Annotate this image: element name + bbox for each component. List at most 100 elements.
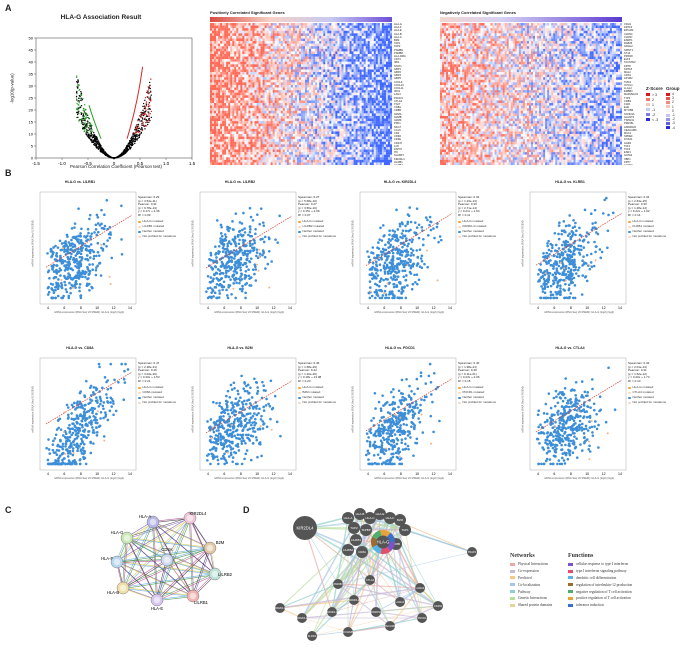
heatmap-cell: [365, 30, 368, 34]
heatmap-cell: [347, 82, 350, 86]
heatmap-cell: [301, 72, 304, 75]
heatmap-cell: [266, 84, 269, 88]
heatmap-cell: [276, 100, 279, 104]
heatmap-cell: [220, 87, 223, 91]
heatmap-cell: [363, 33, 366, 37]
heatmap-cell: [282, 110, 285, 114]
heatmap-cell: [361, 87, 364, 91]
heatmap-cell: [250, 126, 253, 129]
heatmap-cell: [212, 23, 215, 26]
heatmap-cell: [305, 46, 308, 49]
heatmap-cell: [327, 38, 330, 42]
volcano-point: [89, 123, 91, 125]
heatmap-cell: [258, 84, 261, 88]
heatmap-cell: [365, 35, 368, 39]
heatmap-cell: [234, 136, 237, 140]
heatmap-cell: [226, 90, 229, 93]
heatmap-cell: [296, 35, 300, 39]
heatmap-cell: [224, 61, 227, 65]
heatmap-cell: [212, 64, 215, 67]
heatmap-cell: [375, 103, 378, 106]
heatmap-cell: [284, 23, 287, 26]
volcano-point: [76, 111, 78, 114]
heatmap-cell: [290, 53, 294, 57]
heatmap-cell: [286, 128, 289, 132]
heatmap-cell: [228, 69, 231, 73]
heatmap-cell: [234, 59, 237, 62]
heatmap-cell: [363, 134, 366, 137]
heatmap-cell: [248, 77, 251, 80]
heatmap-cell: [355, 30, 358, 34]
heatmap-cell: [278, 56, 281, 60]
heatmap-cell: [323, 118, 326, 122]
volcano-point: [137, 137, 139, 139]
heatmap-cell: [329, 118, 332, 122]
heatmap-cell: [301, 97, 304, 101]
heatmap-cell: [242, 61, 245, 65]
heatmap-cell: [377, 56, 380, 60]
heatmap-cell: [238, 95, 241, 98]
heatmap-cell: [359, 123, 362, 127]
heatmap-cell: [276, 61, 279, 65]
heatmap-cell: [210, 110, 213, 114]
heatmap-cell: [321, 90, 324, 93]
heatmap-cell: [349, 82, 352, 86]
volcano-point: [91, 141, 93, 144]
volcano-point: [145, 103, 148, 106]
heatmap-cell: [224, 139, 227, 142]
heatmap-cell: [254, 103, 257, 106]
heatmap-cell: [303, 118, 306, 122]
volcano-point: [78, 120, 80, 122]
heatmap-cell: [355, 100, 358, 104]
heatmap-cell: [301, 56, 304, 60]
heatmap-cell: [292, 92, 296, 96]
heatmap-cell: [216, 92, 219, 96]
heatmap-cell: [232, 38, 235, 42]
heatmap-cell: [305, 35, 308, 39]
heatmap-cell: [214, 72, 217, 75]
heatmap-cell: [351, 87, 354, 91]
heatmap-cell: [337, 77, 340, 80]
volcano-point: [139, 133, 141, 135]
heatmap-cell: [373, 35, 376, 39]
volcano-point: [88, 127, 90, 129]
heatmap-cell: [254, 25, 257, 29]
heatmap-cell: [351, 84, 354, 88]
heatmap-cell: [301, 131, 304, 135]
heatmap-cell: [294, 56, 298, 60]
heatmap-cell: [234, 41, 237, 44]
heatmap-cell: [228, 92, 231, 96]
heatmap-cell: [335, 69, 338, 73]
heatmap-cell: [373, 108, 376, 111]
heatmap-cell: [341, 115, 344, 119]
heatmap-cell: [288, 77, 291, 80]
heatmap-cell: [337, 46, 340, 49]
heatmap-cell: [262, 72, 265, 75]
heatmap-cell: [381, 105, 385, 109]
heatmap-cell: [286, 43, 289, 47]
heatmap-cell: [212, 108, 215, 111]
heatmap-cell: [274, 115, 277, 119]
heatmap-cell: [341, 48, 344, 52]
heatmap-cell: [317, 90, 320, 93]
heatmap-cell: [264, 108, 267, 111]
heatmap-cell: [343, 41, 346, 44]
heatmap-cell: [371, 66, 374, 70]
heatmap-cell: [313, 66, 316, 70]
heatmap-cell: [327, 72, 330, 75]
heatmap-cell: [333, 74, 336, 78]
heatmap-cell: [341, 35, 344, 39]
heatmap-cell: [321, 115, 324, 119]
heatmap-cell: [266, 23, 269, 26]
heatmap-cell: [369, 134, 372, 137]
heatmap-cell: [216, 74, 219, 78]
heatmap-cell: [282, 100, 285, 104]
heatmap-cell: [276, 123, 279, 127]
heatmap-cell: [337, 110, 340, 114]
heatmap-cell: [220, 121, 223, 124]
heatmap-cell: [371, 35, 374, 39]
heatmap-cell: [343, 108, 346, 111]
heatmap-cell: [292, 103, 296, 106]
heatmap-cell: [349, 23, 352, 26]
heatmap-cell: [218, 139, 221, 142]
